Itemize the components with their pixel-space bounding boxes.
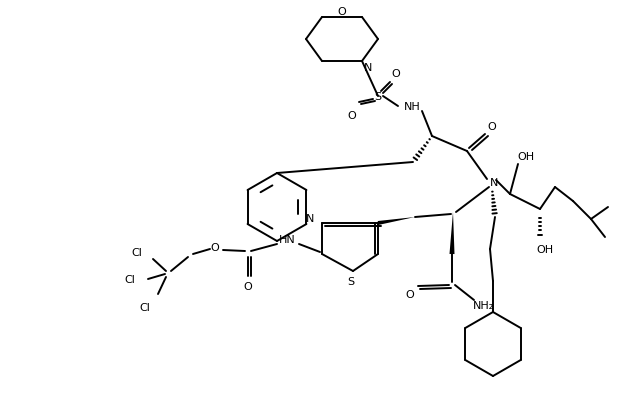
Text: Cl: Cl [125, 274, 135, 284]
Text: N: N [306, 213, 314, 224]
Text: O: O [348, 111, 356, 121]
Text: O: O [243, 281, 252, 291]
Text: N: N [490, 177, 498, 188]
Text: O: O [210, 243, 219, 252]
Polygon shape [449, 213, 454, 254]
Text: S: S [348, 276, 355, 286]
Text: Cl: Cl [140, 302, 150, 312]
Text: NH₂: NH₂ [473, 300, 495, 310]
Text: O: O [406, 289, 415, 299]
Text: OH: OH [537, 244, 554, 254]
Text: OH: OH [518, 151, 535, 162]
Text: NH: NH [404, 102, 420, 112]
Text: Cl: Cl [131, 247, 142, 257]
Text: N: N [364, 63, 372, 73]
Polygon shape [378, 217, 415, 226]
Text: HN: HN [279, 234, 295, 244]
Text: O: O [488, 122, 496, 132]
Text: O: O [337, 7, 346, 17]
Text: O: O [392, 69, 401, 79]
Text: S: S [374, 92, 382, 102]
